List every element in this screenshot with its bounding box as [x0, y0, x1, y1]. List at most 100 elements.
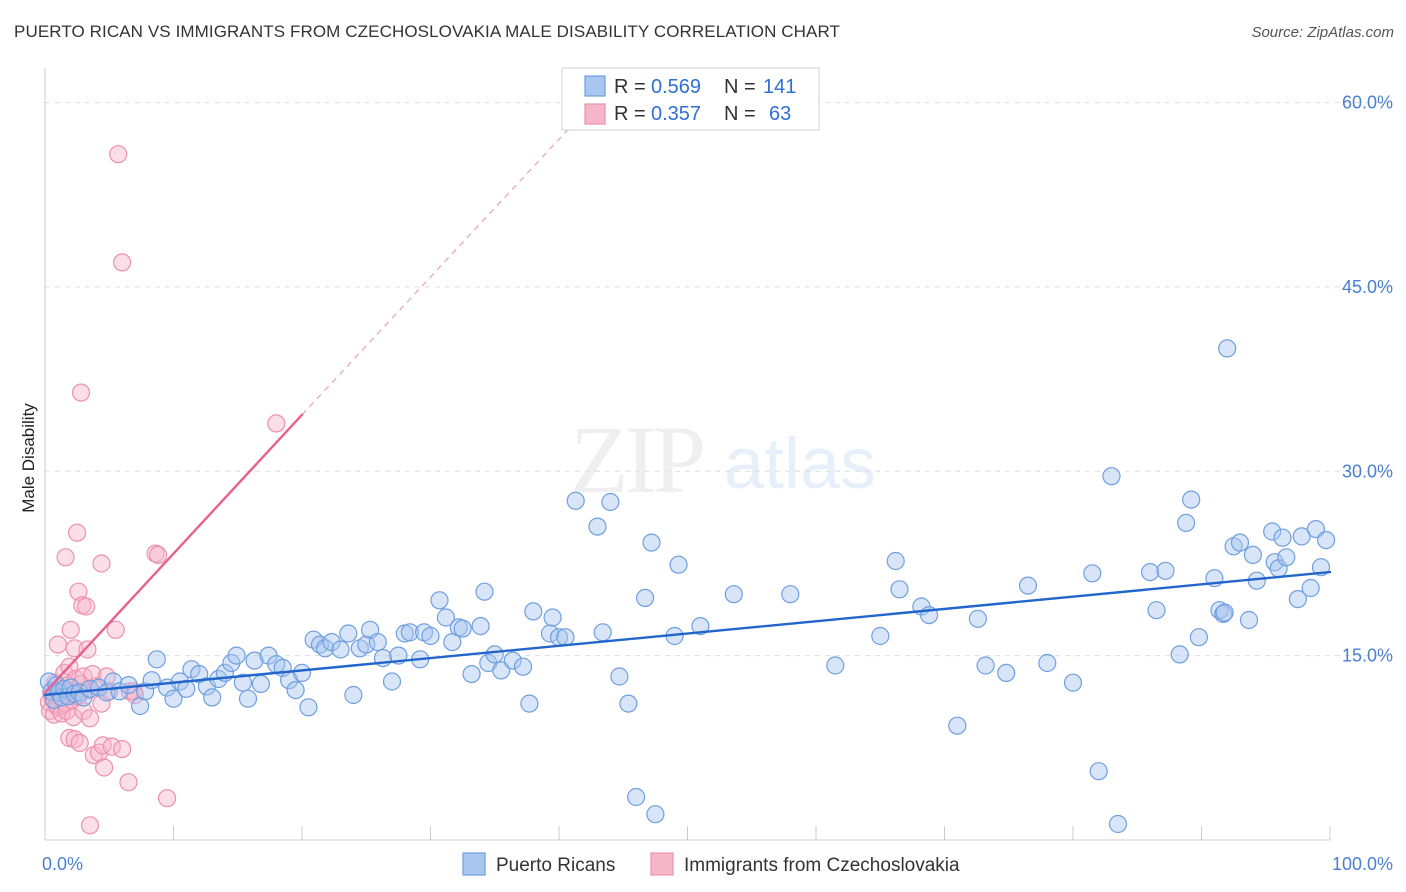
blue-data-point — [136, 682, 155, 701]
blue-data-point — [421, 626, 440, 646]
pink-data-point — [92, 554, 111, 573]
blue-data-point — [626, 787, 646, 807]
blue-data-point — [1316, 530, 1336, 550]
pink-data-point — [69, 582, 88, 601]
pink-data-point — [56, 548, 75, 567]
blue-data-point — [646, 805, 665, 824]
blue-data-point — [1230, 533, 1250, 552]
pink-trend-extension — [301, 83, 611, 416]
blue-data-point — [601, 492, 620, 512]
pink-data-point — [76, 597, 96, 616]
pink-data-point — [78, 640, 97, 659]
blue-data-point — [669, 555, 688, 574]
blue-data-point — [485, 645, 504, 664]
blue-data-point — [1083, 564, 1102, 583]
stats-legend: R = 0.569 N = 141 R = 0.357 N = 63 — [561, 67, 820, 131]
bottom-legend-label-pink: Immigrants from Czechoslovakia — [684, 855, 960, 876]
blue-data-point — [556, 628, 575, 647]
blue-data-point — [1063, 673, 1083, 692]
y-axis-label: Male Disability — [19, 403, 38, 513]
blue-data-point — [1301, 578, 1320, 598]
blue-trend-line — [43, 570, 1332, 697]
blue-data-point — [400, 623, 419, 642]
blue-data-point — [997, 663, 1016, 683]
blue-data-point — [430, 591, 449, 610]
blue-data-point — [588, 517, 607, 536]
blue-data-point — [1018, 576, 1038, 595]
bottom-legend: Puerto Ricans Immigrants from Czechoslov… — [462, 852, 960, 876]
blue-data-point — [642, 533, 661, 552]
blue-data-point — [331, 640, 350, 659]
blue-data-point — [635, 588, 655, 608]
y-tick-label: 45.0% — [1342, 277, 1393, 297]
pink-data-point — [109, 145, 128, 164]
blue-data-point — [968, 609, 988, 628]
pink-data-point — [112, 739, 132, 759]
pink-data-point — [267, 414, 286, 433]
pink-data-point — [67, 523, 87, 542]
blue-data-point — [724, 585, 743, 604]
blue-data-point — [781, 585, 800, 604]
pink-trend-line — [43, 413, 304, 694]
legend-r-label-pink: R = — [614, 103, 646, 125]
legend-n-value-pink: 63 — [769, 103, 791, 125]
pink-data-point — [80, 816, 100, 835]
blue-data-point — [691, 616, 710, 636]
legend-r-value-blue: 0.569 — [651, 76, 701, 98]
blue-data-point — [543, 608, 562, 627]
y-tick-label: 15.0% — [1342, 646, 1393, 666]
blue-data-point — [1292, 527, 1311, 546]
pink-data-point — [61, 620, 80, 639]
pink-data-point — [106, 620, 125, 639]
blue-data-point — [1273, 528, 1292, 547]
blue-data-point — [227, 646, 246, 665]
blue-data-point — [1189, 628, 1209, 647]
bottom-legend-swatch-blue — [462, 852, 486, 876]
blue-data-point — [890, 580, 909, 599]
blue-data-point — [475, 582, 494, 601]
blue-data-point — [1243, 545, 1263, 565]
blue-data-point — [503, 651, 522, 670]
tick-labels: 15.0% 30.0% 45.0% 60.0% 0.0% 100.0% — [42, 93, 1393, 874]
legend-n-label-blue: N = — [724, 76, 756, 98]
blue-data-point — [103, 672, 123, 691]
blue-data-point — [339, 624, 358, 643]
legend-swatch-blue — [584, 75, 606, 97]
blue-data-point — [1147, 601, 1166, 620]
bottom-legend-swatch-pink — [650, 852, 674, 876]
blue-data-point — [1239, 610, 1259, 630]
blue-data-point — [566, 491, 585, 510]
blue-data-point — [492, 661, 511, 680]
blue-data-point — [292, 663, 312, 683]
blue-data-point — [948, 716, 967, 735]
blue-data-point — [245, 651, 264, 670]
blue-data-point — [513, 657, 533, 676]
blue-data-point — [1176, 513, 1196, 533]
axes — [44, 68, 1331, 841]
watermark-atlas: atlas — [724, 424, 876, 504]
chart-title: PUERTO RICAN VS IMMIGRANTS FROM CZECHOSL… — [14, 22, 841, 41]
pink-data-point — [112, 253, 132, 272]
blue-data-point — [1038, 653, 1057, 673]
blue-data-point — [1170, 645, 1189, 664]
blue-data-point — [1214, 604, 1233, 624]
blue-data-point — [1215, 603, 1234, 622]
pink-data-point — [158, 789, 177, 808]
blue-data-point — [871, 626, 890, 646]
blue-data-point — [619, 694, 638, 713]
bottom-legend-label-blue: Puerto Ricans — [496, 855, 615, 876]
blue-data-point — [1102, 467, 1121, 486]
pink-data-point — [48, 635, 68, 654]
blue-data-point — [368, 632, 387, 652]
blue-points — [39, 339, 1336, 834]
blue-data-point — [1140, 562, 1160, 582]
blue-data-point — [164, 689, 183, 708]
watermark: ZIP atlas — [570, 406, 876, 513]
blue-data-point — [238, 689, 258, 708]
blue-data-point — [1156, 561, 1175, 580]
trend-lines — [43, 83, 1332, 697]
pink-data-point — [94, 758, 114, 777]
blue-data-point — [251, 674, 270, 694]
blue-data-point — [119, 675, 138, 695]
x-tick-label: 100.0% — [1332, 854, 1393, 874]
